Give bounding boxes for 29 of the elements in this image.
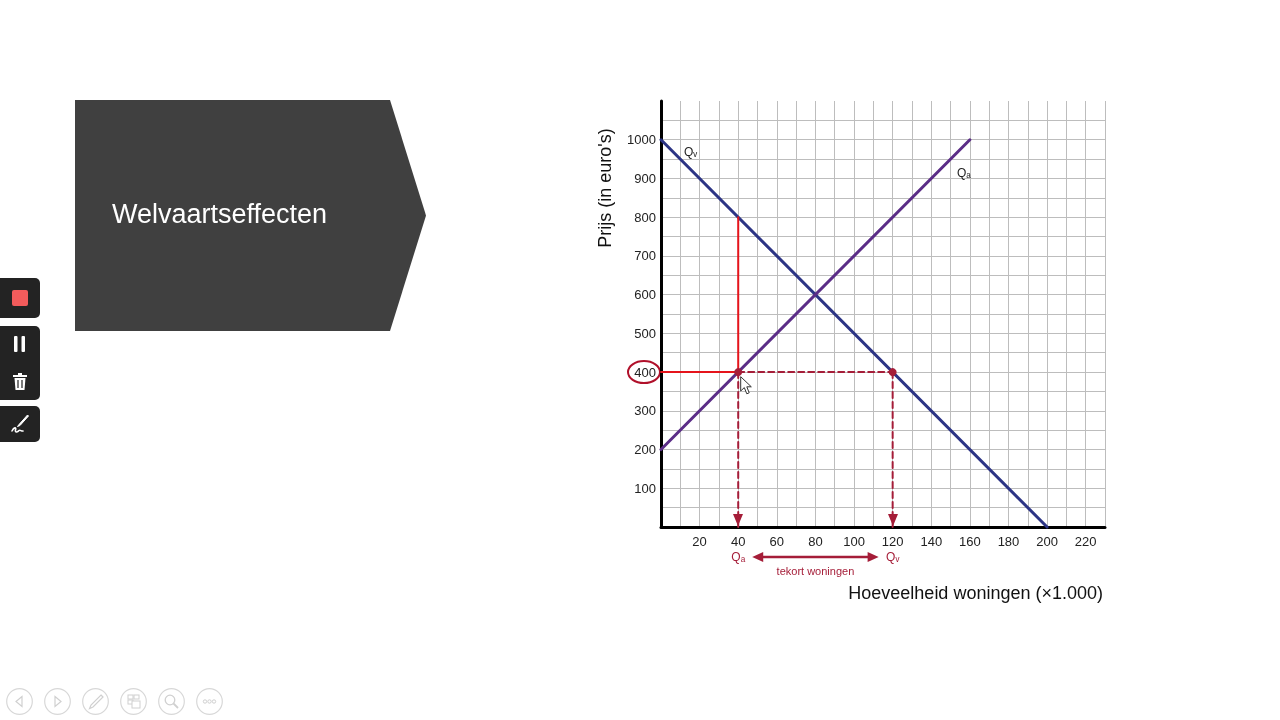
y-tick-label: 900 bbox=[634, 170, 656, 186]
y-tick-label: 300 bbox=[634, 403, 656, 419]
x-axis-title: Hoeveelheid woningen (×1.000) bbox=[848, 583, 1103, 603]
text: tekort woningen bbox=[776, 565, 855, 577]
y-tick-label: 100 bbox=[634, 480, 656, 496]
y-tick-label: 400 bbox=[634, 364, 656, 380]
x-tick-label: 60 bbox=[769, 534, 785, 549]
x-tick-label: 220 bbox=[1074, 534, 1097, 549]
y-tick-label: 1000 bbox=[627, 132, 656, 148]
y-tick-label: 600 bbox=[634, 287, 656, 303]
x-tick-label: 80 bbox=[808, 534, 823, 549]
text: Qᵥ bbox=[886, 550, 900, 564]
y-tick-label: 200 bbox=[634, 442, 656, 458]
y-tick-label: 700 bbox=[634, 248, 656, 264]
y-tick-label: 800 bbox=[634, 209, 656, 225]
x-tick-label: 180 bbox=[997, 534, 1020, 549]
text: Qₐ bbox=[731, 550, 746, 564]
x-tick-label: 120 bbox=[881, 534, 904, 549]
x-tick-label: 160 bbox=[959, 534, 981, 549]
x-tick-label: 20 bbox=[692, 534, 707, 549]
x-tick-label: 40 bbox=[730, 534, 746, 549]
x-tick-label: 200 bbox=[1036, 534, 1058, 549]
series-label: Qₐ bbox=[956, 165, 972, 180]
y-tick-label: 500 bbox=[634, 325, 656, 341]
text: Welvaartseffecten bbox=[112, 198, 328, 231]
x-tick-label: 140 bbox=[920, 534, 943, 549]
x-tick-label: 100 bbox=[843, 534, 865, 549]
series-label: Qᵥ bbox=[684, 144, 698, 159]
y-axis-title: Prijs (in euro's) bbox=[595, 128, 615, 248]
